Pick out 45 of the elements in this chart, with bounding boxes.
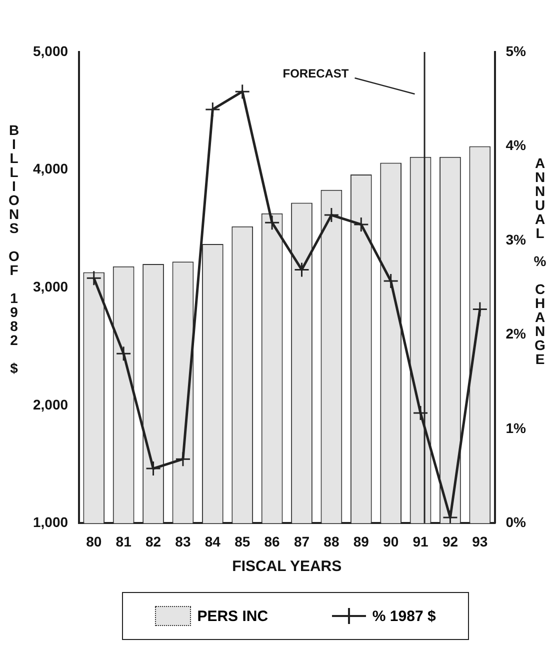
point xyxy=(116,346,132,362)
x-axis-title: FISCAL YEARS xyxy=(232,558,342,576)
point xyxy=(204,102,220,118)
y-tick-label: 1,000 xyxy=(32,514,68,530)
x-tick-label: 90 xyxy=(383,533,399,550)
x-tick-label: 81 xyxy=(116,533,132,550)
x-tick-label: 89 xyxy=(353,533,370,550)
y-tick-label: 4,000 xyxy=(32,160,68,177)
point xyxy=(353,216,369,232)
y2-tick-label: 0% xyxy=(506,514,527,530)
x-tick-label: 86 xyxy=(264,533,280,550)
x-tick-label: 83 xyxy=(175,533,191,550)
y2-tick-label: 4% xyxy=(506,137,527,154)
annotation: FORECAST xyxy=(282,66,350,80)
y2-tick-label: 1% xyxy=(506,420,527,436)
y2-tick-label: 2% xyxy=(506,326,527,342)
legend-label: PERS INC xyxy=(197,608,268,624)
x-tick-label: 84 xyxy=(204,533,221,550)
legend-label: % 1987 $ xyxy=(372,608,436,624)
point xyxy=(234,84,250,100)
point xyxy=(324,207,340,223)
x-tick-label: 87 xyxy=(294,533,310,550)
y-tick-label: 3,000 xyxy=(32,278,68,294)
x-tick-label: 93 xyxy=(472,533,488,550)
point xyxy=(383,273,399,289)
point xyxy=(294,262,310,278)
point xyxy=(146,460,162,476)
y-tick-label: 5,000 xyxy=(32,42,68,59)
y2-tick-label: 5% xyxy=(506,42,527,59)
x-tick-label: 82 xyxy=(145,533,162,550)
x-tick-label: 80 xyxy=(86,533,102,550)
point xyxy=(472,302,488,318)
y2-axis-title: ANNUAL % CHANGE xyxy=(532,155,548,365)
y-axis-title: BILLIONS OF 1982 $ xyxy=(6,122,22,374)
point xyxy=(175,451,191,467)
x-tick-label: 92 xyxy=(442,533,458,550)
y2-tick-label: 3% xyxy=(506,231,527,248)
x-tick-label: 88 xyxy=(324,533,340,550)
point xyxy=(442,510,458,524)
point xyxy=(264,214,280,230)
point xyxy=(412,405,428,421)
x-tick-label: 85 xyxy=(234,533,250,550)
y-tick-label: 2,000 xyxy=(32,396,68,412)
x-tick-label: 91 xyxy=(412,533,429,550)
point xyxy=(86,270,102,286)
